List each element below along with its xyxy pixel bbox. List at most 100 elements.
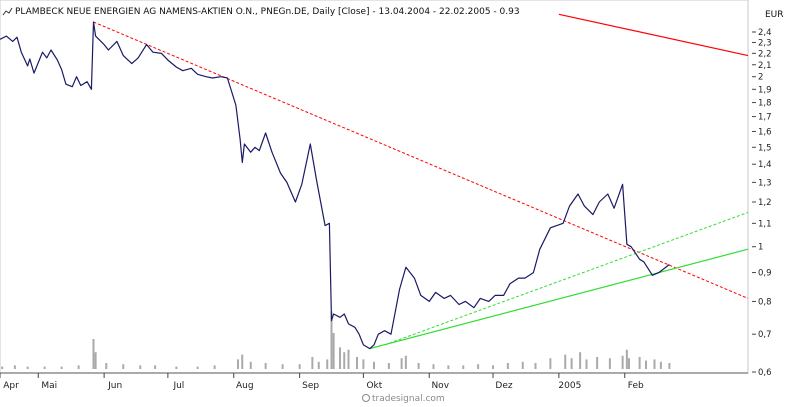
y-tick-label: 0,7 bbox=[758, 330, 772, 340]
volume-bar bbox=[432, 364, 435, 369]
volume-bar bbox=[492, 365, 494, 369]
y-tick-label: 1,1 bbox=[758, 219, 772, 229]
volume-bar bbox=[387, 363, 390, 369]
watermark: tradesignal.com bbox=[372, 394, 445, 404]
volume-bar bbox=[625, 349, 628, 369]
volume-bar bbox=[570, 358, 573, 369]
volume-bar bbox=[347, 349, 350, 369]
volume-bar bbox=[400, 358, 403, 369]
volume-bar bbox=[668, 363, 671, 369]
y-tick-label: 2,1 bbox=[758, 61, 772, 71]
volume-bar bbox=[105, 363, 108, 369]
volume-bar bbox=[477, 364, 480, 369]
y-tick-label: 1,9 bbox=[758, 85, 772, 95]
y-tick-label: 1,8 bbox=[758, 99, 772, 109]
volume-bar bbox=[506, 363, 509, 369]
volume-bar bbox=[196, 366, 199, 369]
volume-bar bbox=[579, 352, 582, 369]
support-trendline-solid bbox=[369, 248, 749, 350]
volume-bar bbox=[264, 363, 267, 369]
y-tick-label: 1,7 bbox=[758, 113, 772, 123]
volume-bar bbox=[653, 359, 656, 369]
line-chart-icon bbox=[2, 7, 13, 16]
y-tick-label: 1,6 bbox=[758, 127, 772, 137]
support-trendline-dashed bbox=[384, 211, 749, 346]
x-tick-label: Okt bbox=[366, 381, 382, 391]
x-tick-label: Jul bbox=[172, 381, 184, 391]
volume-bar bbox=[237, 359, 239, 369]
x-axis: Apr Mai Jun Jul Aug Sep Okt Nov Dez 2005 Feb bbox=[0, 372, 748, 391]
currency-label: EUR bbox=[765, 10, 784, 20]
y-tick-label: 2,2 bbox=[758, 49, 772, 59]
x-tick-label: Feb bbox=[628, 381, 644, 391]
x-tick-label: Sep bbox=[302, 381, 319, 391]
y-tick-label: 1,4 bbox=[758, 160, 772, 170]
y-axis: 0,6 0,7 0,8 0,9 1 1,1 1,2 1,3 1,4 1,5 1,6 1,7 1,8 1,9… bbox=[752, 28, 772, 378]
volume-bar bbox=[404, 355, 407, 369]
tradesignal-logo-icon bbox=[362, 394, 370, 402]
volume-bar bbox=[13, 365, 16, 369]
volume-bar bbox=[447, 365, 450, 369]
y-tick-label: 2 bbox=[758, 73, 763, 83]
volume-bar bbox=[1, 366, 4, 369]
volume-bar bbox=[659, 361, 662, 369]
y-tick-label: 0,9 bbox=[758, 269, 772, 279]
chart-title: PLAMBECK NEUE ENERGIEN AG NAMENS-AKTIEN … bbox=[15, 7, 520, 17]
volume-bar bbox=[77, 365, 80, 369]
volume-bar bbox=[362, 359, 365, 369]
volume-bar bbox=[373, 361, 375, 369]
volume-bar bbox=[175, 366, 178, 369]
volume-bar bbox=[281, 364, 284, 369]
volume-bar bbox=[311, 357, 314, 369]
volume-bar bbox=[154, 365, 157, 369]
volume-bar bbox=[549, 358, 552, 369]
volume-bar bbox=[621, 355, 624, 369]
volume-bar bbox=[92, 339, 95, 369]
volume-bar bbox=[249, 361, 252, 369]
volume-bar bbox=[564, 354, 567, 369]
volume-bar bbox=[241, 354, 244, 369]
y-tick-label: 2,3 bbox=[758, 38, 772, 48]
volume-bar bbox=[596, 357, 599, 369]
volume-bar bbox=[608, 358, 611, 369]
volume-bar bbox=[332, 333, 335, 369]
y-tick-label: 1,2 bbox=[758, 198, 772, 208]
volume-bar bbox=[645, 360, 647, 369]
y-tick-label: 0,8 bbox=[758, 297, 772, 307]
y-tick-label: 0,6 bbox=[758, 368, 772, 378]
volume-bar bbox=[534, 363, 537, 369]
volume-bar bbox=[417, 363, 420, 369]
volume-bar bbox=[330, 311, 333, 369]
volume-bar bbox=[521, 361, 524, 369]
volume-bar bbox=[298, 364, 301, 369]
volume-bar bbox=[326, 359, 329, 369]
plot-area bbox=[0, 0, 749, 374]
volume-bar bbox=[139, 365, 142, 369]
x-tick-label: Mai bbox=[41, 381, 57, 391]
volume-bar bbox=[462, 365, 465, 369]
plot-frame bbox=[0, 0, 749, 374]
resistance-trendline-solid bbox=[558, 13, 749, 57]
volume-bar bbox=[60, 366, 63, 369]
y-tick-label: 1,3 bbox=[758, 178, 772, 188]
volume-bar bbox=[638, 357, 641, 369]
y-tick-label: 1 bbox=[758, 243, 763, 253]
y-tick-label: 1,5 bbox=[758, 143, 772, 153]
volume-bar bbox=[122, 364, 125, 369]
volume-bar bbox=[94, 352, 97, 369]
volume-bar bbox=[213, 365, 216, 369]
volume-bar bbox=[26, 366, 29, 369]
volume-bar bbox=[339, 347, 341, 369]
x-tick-label: Aug bbox=[236, 381, 254, 391]
volume-bar bbox=[585, 359, 588, 369]
x-tick-label: Jun bbox=[107, 381, 122, 391]
x-tick-label: 2005 bbox=[558, 381, 581, 391]
y-tick-label: 2,4 bbox=[758, 28, 772, 38]
volume-bar bbox=[43, 366, 46, 369]
x-tick-label: Dez bbox=[495, 381, 512, 391]
volume-bar bbox=[628, 358, 630, 369]
price-series-line bbox=[0, 21, 670, 350]
x-tick-label: Nov bbox=[431, 381, 449, 391]
volume-bar bbox=[343, 352, 346, 369]
